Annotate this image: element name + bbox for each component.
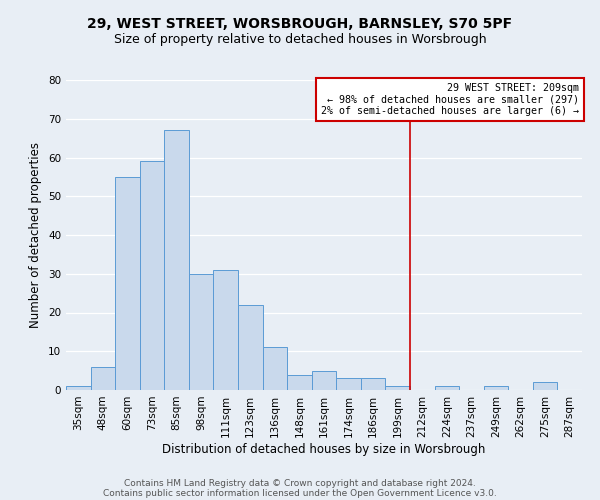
Bar xyxy=(385,386,410,390)
Bar xyxy=(238,304,263,390)
Bar xyxy=(336,378,361,390)
Bar xyxy=(91,367,115,390)
Bar xyxy=(214,270,238,390)
Text: 29, WEST STREET, WORSBROUGH, BARNSLEY, S70 5PF: 29, WEST STREET, WORSBROUGH, BARNSLEY, S… xyxy=(88,18,512,32)
Text: Contains public sector information licensed under the Open Government Licence v3: Contains public sector information licen… xyxy=(103,488,497,498)
Bar xyxy=(361,378,385,390)
Bar xyxy=(66,386,91,390)
Bar xyxy=(312,370,336,390)
X-axis label: Distribution of detached houses by size in Worsbrough: Distribution of detached houses by size … xyxy=(163,442,485,456)
Bar xyxy=(263,348,287,390)
Bar xyxy=(115,177,140,390)
Text: 29 WEST STREET: 209sqm
← 98% of detached houses are smaller (297)
2% of semi-det: 29 WEST STREET: 209sqm ← 98% of detached… xyxy=(322,83,580,116)
Bar xyxy=(434,386,459,390)
Bar xyxy=(189,274,214,390)
Text: Size of property relative to detached houses in Worsbrough: Size of property relative to detached ho… xyxy=(113,32,487,46)
Bar xyxy=(164,130,189,390)
Bar xyxy=(287,374,312,390)
Y-axis label: Number of detached properties: Number of detached properties xyxy=(29,142,43,328)
Bar xyxy=(484,386,508,390)
Bar xyxy=(140,162,164,390)
Bar xyxy=(533,382,557,390)
Text: Contains HM Land Registry data © Crown copyright and database right 2024.: Contains HM Land Registry data © Crown c… xyxy=(124,478,476,488)
